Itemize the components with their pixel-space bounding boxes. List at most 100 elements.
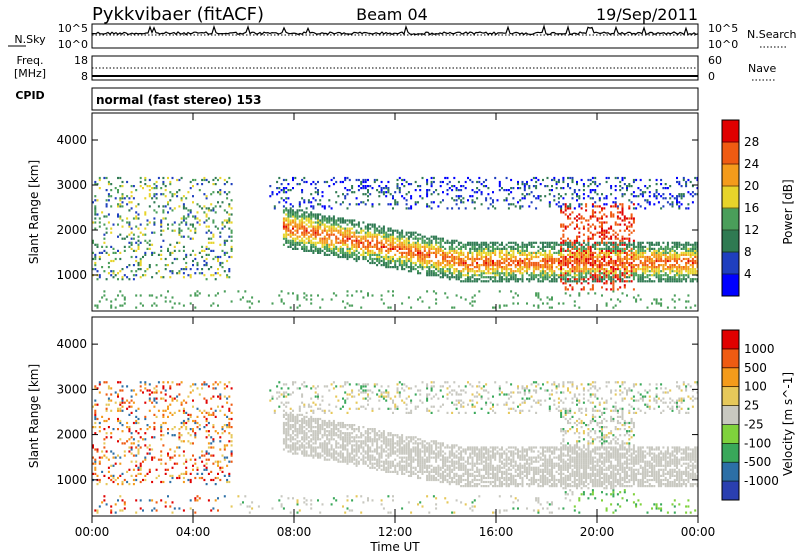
velocity-cell (132, 483, 135, 486)
power-cell (464, 274, 467, 277)
power-cell (217, 259, 219, 263)
velocity-cell (92, 405, 94, 408)
power-cell (646, 306, 649, 309)
power-cell (107, 213, 110, 216)
power-cell (387, 264, 390, 267)
power-cell (444, 259, 447, 263)
velocity-cell (117, 454, 119, 457)
power-cell (494, 251, 497, 254)
power-cell (473, 241, 476, 244)
velocity-cell (142, 478, 144, 482)
power-cell (580, 261, 583, 265)
power-cell (455, 257, 458, 261)
power-cell (473, 300, 476, 303)
power-cell (464, 264, 467, 267)
power-cell (571, 255, 574, 259)
power-cell (542, 264, 544, 267)
power-cell (346, 219, 349, 222)
power-cell (532, 195, 535, 198)
power-cell (676, 278, 678, 281)
power-cell (564, 272, 567, 275)
velocity-cell (178, 476, 181, 480)
power-cell (505, 280, 508, 283)
power-cell (446, 183, 449, 186)
power-cell (398, 264, 401, 267)
power-cell (367, 231, 369, 234)
power-cell (155, 180, 158, 184)
power-cell (562, 180, 565, 184)
velocity-cell (139, 480, 142, 484)
power-cell (601, 229, 603, 232)
power-cell (403, 239, 406, 242)
power-cell (585, 251, 588, 254)
power-cell (385, 249, 388, 252)
power-cell (96, 183, 99, 186)
power-cell (539, 276, 542, 279)
power-cell (687, 270, 690, 273)
power-cell (528, 243, 531, 246)
power-cell (460, 241, 463, 244)
power-cell (612, 215, 615, 218)
power-cell (296, 211, 299, 214)
velocity-cell (212, 383, 215, 386)
velocity-cell (185, 460, 188, 463)
power-cell (319, 251, 322, 254)
velocity-cell (135, 460, 138, 463)
power-cell (335, 251, 338, 254)
power-cell (394, 253, 397, 256)
power-cell (610, 272, 613, 275)
power-cell (144, 251, 147, 254)
power-cell (207, 247, 210, 250)
power-cell (387, 306, 390, 309)
power-cell (364, 185, 367, 188)
power-cell (682, 195, 685, 198)
power-cell (591, 243, 594, 246)
power-cell (569, 268, 572, 271)
power-cell (312, 205, 315, 208)
power-cell (507, 251, 510, 254)
velocity-cell (167, 428, 169, 431)
power-cell (587, 255, 590, 259)
velocity-cell (196, 472, 199, 475)
power-cell (364, 235, 367, 238)
power-cell (628, 185, 631, 188)
station-title: Pykkvibaer (fitACF) (92, 4, 264, 25)
power-cell (148, 185, 151, 188)
power-cell (512, 241, 515, 244)
power-cell (289, 189, 292, 192)
power-cell (139, 180, 142, 184)
power-cell (307, 199, 310, 202)
power-cell (685, 266, 688, 269)
power-cell (641, 245, 644, 248)
power-cell (130, 207, 133, 210)
power-cell (482, 241, 485, 244)
power-cell (564, 292, 567, 295)
power-cell (598, 183, 601, 186)
power-cell (664, 280, 667, 283)
power-cell (119, 199, 122, 202)
velocity-cell (110, 436, 113, 439)
power-cell (307, 231, 310, 234)
power-cell (271, 193, 274, 196)
power-cell (310, 229, 313, 232)
power-cell (492, 280, 494, 283)
power-cell (348, 237, 351, 240)
power-cell (585, 280, 588, 283)
power-cell (628, 270, 631, 273)
power-cell (419, 255, 422, 259)
velocity-cell (173, 450, 176, 453)
power-cell (312, 197, 315, 200)
power-cell (601, 268, 603, 271)
power-cell (355, 237, 358, 240)
power-cell (653, 203, 656, 206)
power-cell (296, 213, 299, 216)
power-cell (292, 178, 294, 182)
velocity-cell (110, 409, 113, 412)
power-cell (669, 193, 672, 196)
power-cell (505, 276, 508, 279)
power-cell (342, 237, 344, 240)
power-cell (562, 272, 565, 275)
velocity-cell (135, 409, 138, 412)
power-cell (344, 235, 347, 238)
power-cell (573, 251, 576, 254)
